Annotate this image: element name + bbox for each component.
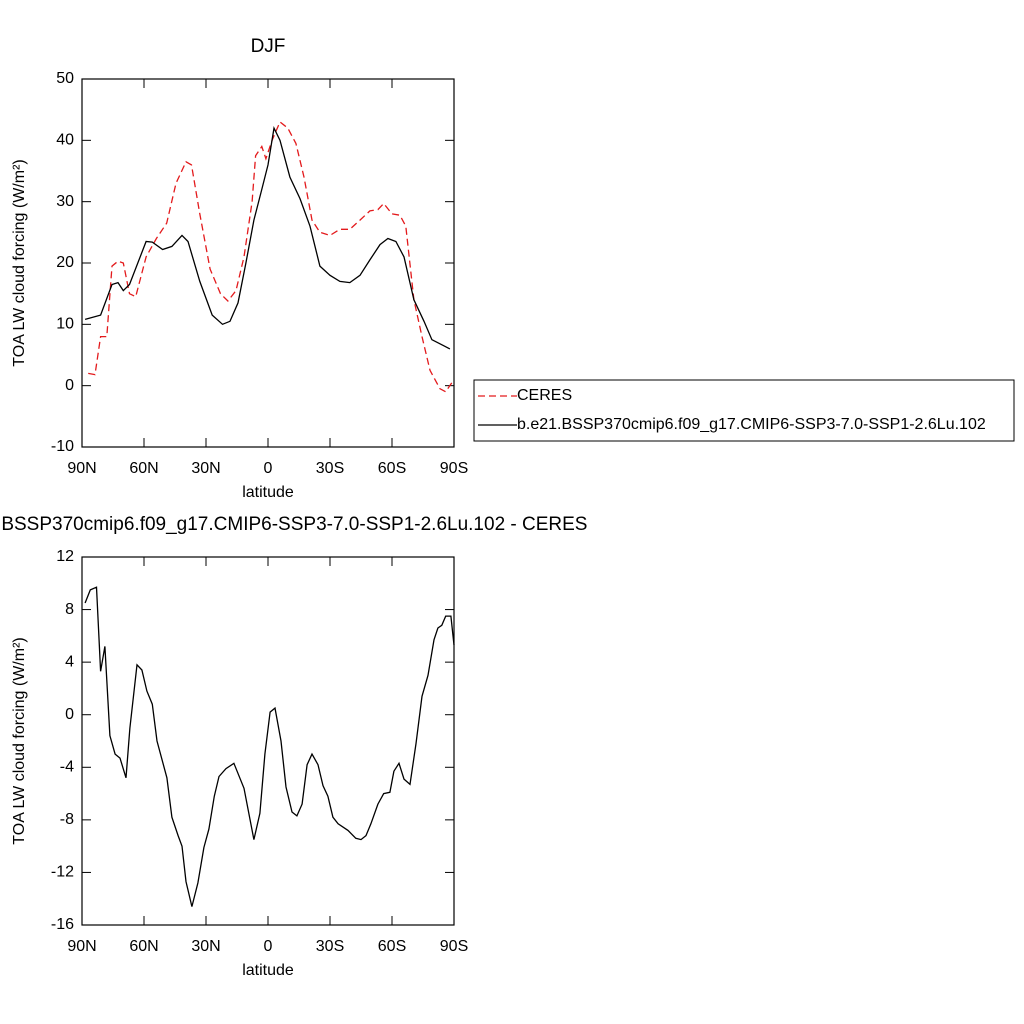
- y-tick-label: -8: [60, 811, 74, 828]
- plot-frame: [81, 556, 455, 926]
- y-tick-label: -16: [51, 916, 74, 933]
- x-tick-label: 90S: [440, 938, 468, 955]
- y-tick-label: 0: [65, 377, 74, 394]
- x-tick-label: 30S: [316, 460, 344, 477]
- x-tick-label: 60S: [378, 938, 406, 955]
- y-tick-label: 40: [56, 132, 74, 149]
- x-tick-label: 60N: [129, 460, 158, 477]
- x-axis-label: latitude: [242, 962, 294, 979]
- data-line: [84, 125, 451, 350]
- y-tick-label: 50: [56, 70, 74, 87]
- y-tick-label: 10: [56, 316, 74, 333]
- y-tick-label: 4: [65, 653, 74, 670]
- y-axis-label: TOA LW cloud forcing (W/m²): [11, 637, 28, 844]
- y-tick-label: 20: [56, 254, 74, 271]
- x-axis-label: latitude: [242, 484, 294, 501]
- x-tick-label: 90S: [440, 460, 468, 477]
- x-tick-label: 60S: [378, 460, 406, 477]
- data-line: [88, 120, 453, 393]
- y-tick-label: 12: [56, 548, 74, 565]
- x-tick-label: 90N: [67, 460, 96, 477]
- y-tick-label: -10: [51, 438, 74, 455]
- y-tick-label: 8: [65, 601, 74, 618]
- x-tick-label: 0: [264, 460, 273, 477]
- legend-box: [473, 379, 1015, 442]
- data-line: [84, 586, 455, 907]
- x-tick-label: 90N: [67, 938, 96, 955]
- plot-frame: [81, 78, 455, 448]
- x-tick-label: 30N: [191, 938, 220, 955]
- x-tick-label: 30S: [316, 938, 344, 955]
- legend-label: CERES: [517, 387, 572, 404]
- chart-title: DJF: [251, 36, 286, 57]
- legend-label: b.e21.BSSP370cmip6.f09_g17.CMIP6-SSP3-7.…: [517, 416, 986, 433]
- y-axis-label: TOA LW cloud forcing (W/m²): [11, 159, 28, 366]
- x-tick-label: 0: [264, 938, 273, 955]
- y-tick-label: 0: [65, 706, 74, 723]
- y-tick-label: -4: [60, 759, 74, 776]
- y-tick-label: 30: [56, 193, 74, 210]
- x-tick-label: 30N: [191, 460, 220, 477]
- y-tick-label: -12: [51, 864, 74, 881]
- x-tick-label: 60N: [129, 938, 158, 955]
- chart-title: b.e21.BSSP370cmip6.f09_g17.CMIP6-SSP3-7.…: [0, 514, 587, 535]
